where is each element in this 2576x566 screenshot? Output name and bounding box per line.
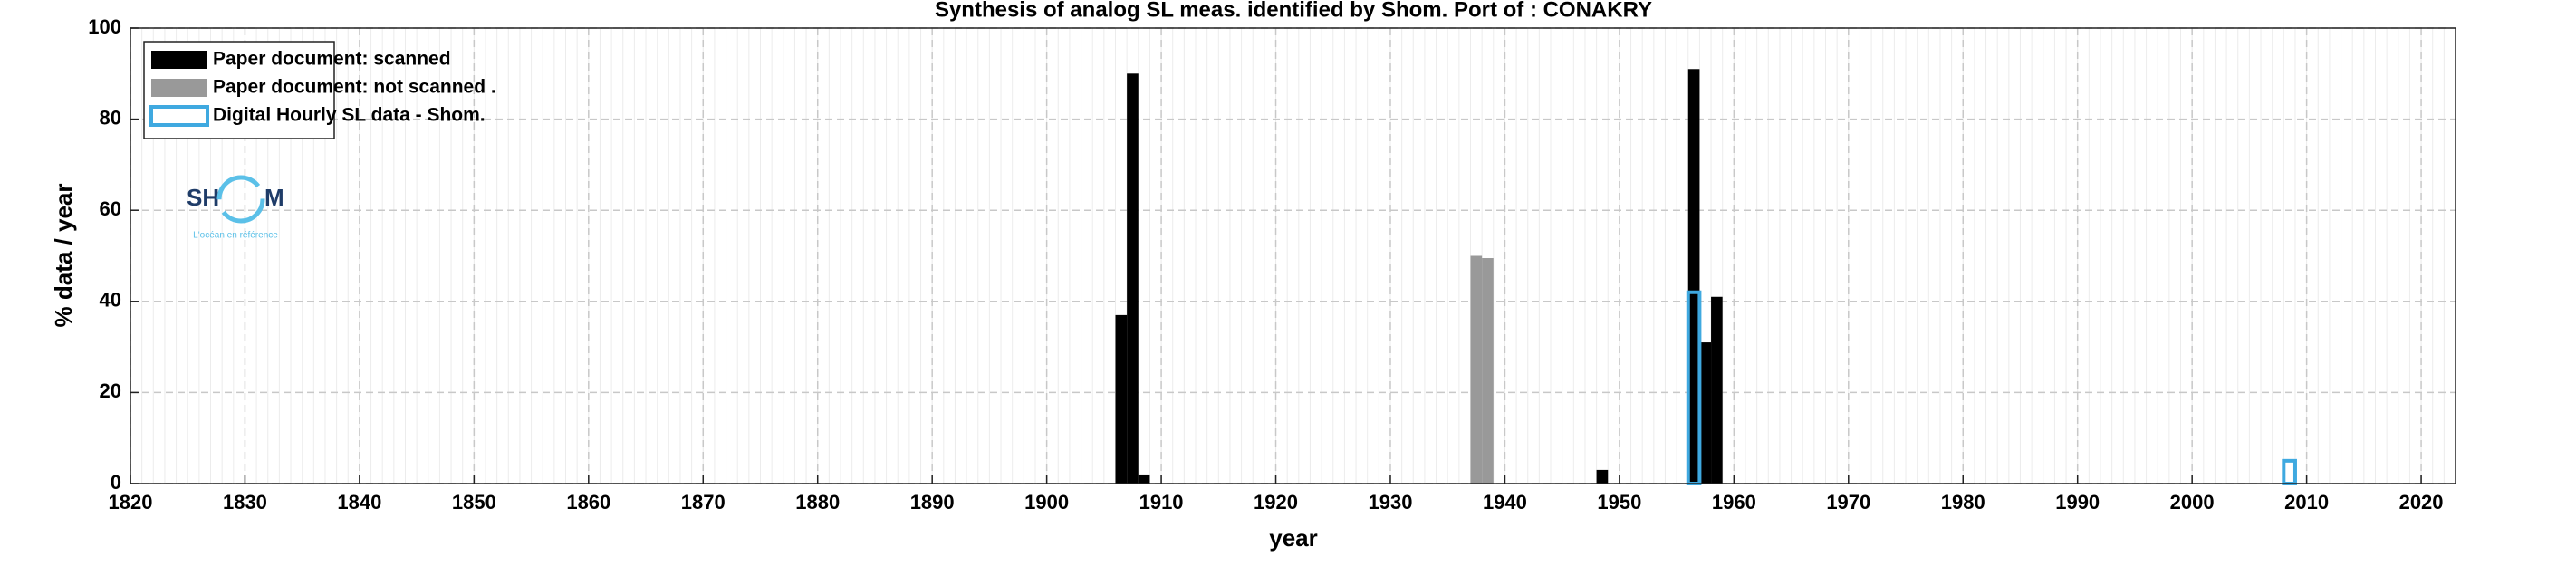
x-tick-label: 2010 bbox=[2284, 491, 2329, 513]
bar bbox=[1482, 258, 1494, 484]
legend-label: Paper document: not scanned . bbox=[213, 77, 496, 98]
plot-frame bbox=[130, 27, 2456, 484]
bar bbox=[1127, 73, 1139, 484]
legend-swatch bbox=[151, 51, 207, 69]
legend-label: Paper document: scanned bbox=[213, 49, 451, 70]
legend-swatch bbox=[149, 105, 209, 127]
x-tick-label: 1850 bbox=[452, 491, 496, 513]
bar bbox=[1596, 469, 1609, 484]
x-tick-label: 1940 bbox=[1483, 491, 1527, 513]
x-tick-label: 2020 bbox=[2399, 491, 2444, 513]
y-axis-label: % data / year bbox=[50, 184, 77, 328]
bar bbox=[1470, 255, 1483, 484]
x-tick-label: 1950 bbox=[1597, 491, 1641, 513]
logo-text: M bbox=[264, 184, 284, 211]
logo: SH M L'océan en référence bbox=[187, 175, 284, 241]
legend-label: Digital Hourly SL data - Shom. bbox=[213, 105, 485, 126]
y-tick-label: 80 bbox=[100, 106, 121, 129]
legend-swatch bbox=[151, 79, 207, 97]
plot-area bbox=[130, 28, 2456, 484]
bar bbox=[1115, 314, 1128, 484]
x-tick-label: 1890 bbox=[910, 491, 955, 513]
x-tick-label: 1820 bbox=[109, 491, 153, 513]
legend: Paper document: scanned Paper document: n… bbox=[143, 41, 496, 139]
x-tick-label: 1920 bbox=[1254, 491, 1298, 513]
x-tick-label: 1980 bbox=[1941, 491, 1985, 513]
chart-title: Synthesis of analog SL meas. identified … bbox=[935, 0, 1652, 22]
logo-text: SH bbox=[187, 184, 219, 211]
bar bbox=[1699, 342, 1712, 484]
x-tick-label: 1840 bbox=[337, 491, 381, 513]
x-tick-label: 1900 bbox=[1024, 491, 1069, 513]
y-tick-label: 100 bbox=[88, 15, 121, 38]
bar bbox=[1687, 69, 1700, 484]
logo-ring bbox=[216, 175, 265, 224]
x-tick-label: 1990 bbox=[2055, 491, 2100, 513]
x-tick-label: 2000 bbox=[2170, 491, 2215, 513]
logo-tagline: L'océan en référence bbox=[193, 231, 278, 241]
y-tick-label: 40 bbox=[100, 289, 121, 312]
bar bbox=[1138, 474, 1150, 484]
x-tick-label: 1830 bbox=[223, 491, 267, 513]
x-tick-label: 1970 bbox=[1826, 491, 1870, 513]
x-tick-label: 1860 bbox=[566, 491, 610, 513]
bar bbox=[1711, 296, 1723, 484]
y-tick-label: 60 bbox=[100, 197, 121, 220]
x-tick-label: 1910 bbox=[1139, 491, 1184, 513]
x-tick-label: 1870 bbox=[681, 491, 726, 513]
x-tick-label: 1960 bbox=[1712, 491, 1756, 513]
plot-background bbox=[130, 27, 2456, 484]
x-axis-label: year bbox=[1269, 524, 1318, 552]
y-tick-label: 20 bbox=[100, 379, 121, 402]
y-tick-label: 0 bbox=[111, 471, 121, 494]
x-tick-label: 1880 bbox=[795, 491, 840, 513]
x-tick-label: 1930 bbox=[1369, 491, 1413, 513]
